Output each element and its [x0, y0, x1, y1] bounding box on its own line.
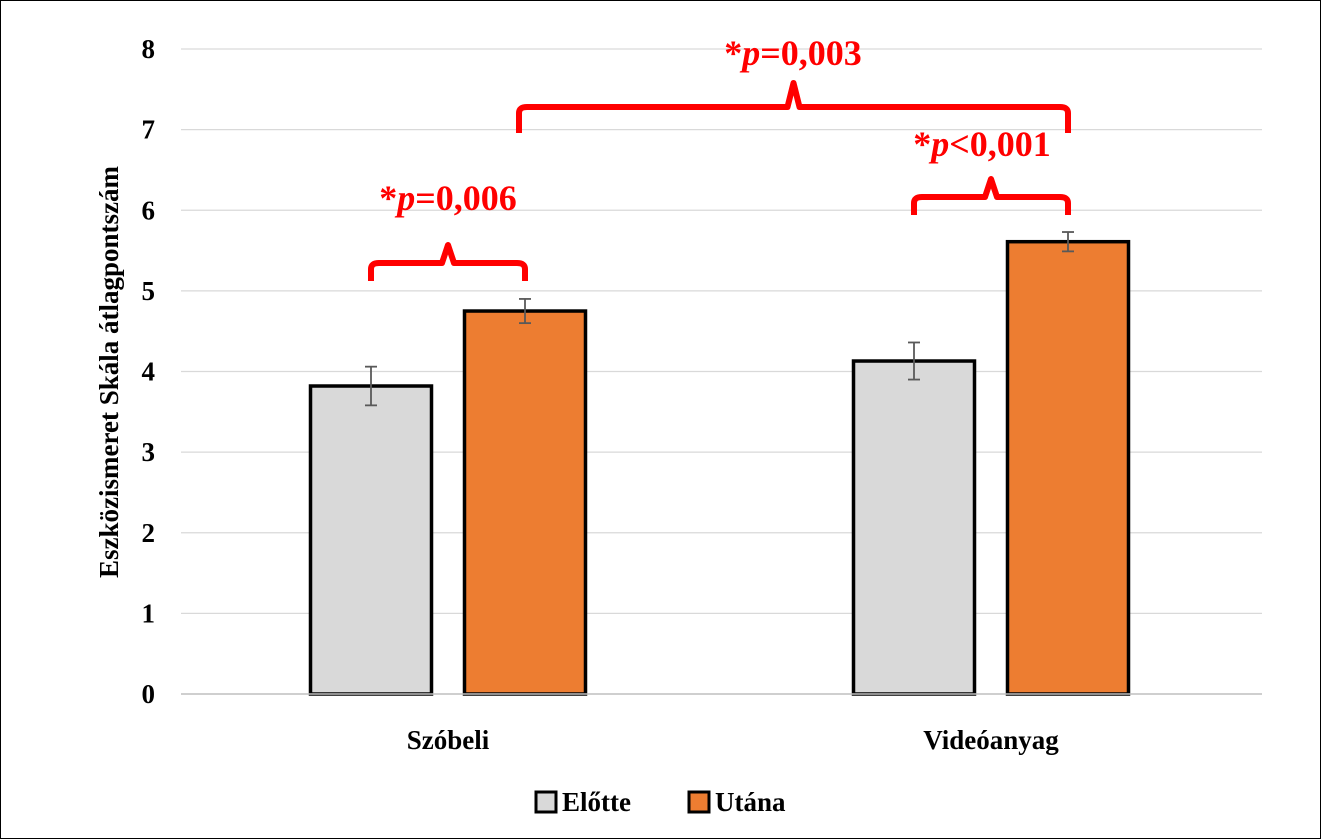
y-tick-label: 2 [142, 518, 156, 548]
y-tick-label: 3 [142, 437, 156, 467]
error-bar [1062, 231, 1074, 253]
legend-swatch [534, 790, 558, 814]
legend-label: Utána [715, 787, 786, 817]
significance-bracket [911, 176, 1071, 215]
x-axis-categories: Szóbeli Videóanyag [407, 725, 1060, 755]
p-value-label: *p<0,001 [913, 124, 1051, 164]
y-tick-label: 1 [142, 598, 156, 628]
x-category-label: Videóanyag [923, 725, 1059, 755]
error-bar [908, 341, 920, 381]
significance-bracket [516, 80, 1071, 133]
y-tick-label: 7 [142, 115, 156, 145]
legend-item: Utána [687, 787, 786, 817]
legend: Előtte Utána [534, 787, 786, 817]
legend-label: Előtte [562, 787, 631, 817]
y-tick-label: 0 [142, 679, 156, 709]
bars [308, 239, 1131, 696]
y-tick-label: 5 [142, 276, 156, 306]
p-value-label: *p=0,003 [724, 33, 862, 73]
error-bar [365, 365, 377, 407]
p-value-label: *p=0,006 [379, 178, 517, 218]
y-tick-label: 6 [142, 195, 156, 225]
y-tick-label: 8 [142, 34, 156, 64]
legend-swatch [687, 790, 711, 814]
x-category-label: Szóbeli [407, 725, 490, 755]
bar [462, 309, 588, 696]
error-bar [519, 298, 531, 325]
y-tick-label: 4 [142, 357, 156, 387]
bar [1005, 239, 1131, 696]
y-axis-label: Eszközismeret Skála átlagpontszám [94, 166, 124, 578]
significance-bracket [368, 242, 528, 281]
legend-item: Előtte [534, 787, 631, 817]
y-axis-ticks: 0 1 2 3 4 5 6 7 8 [142, 34, 156, 709]
significance-annotations: *p=0,006 *p<0,001 *p=0,003 [368, 33, 1071, 281]
bar [851, 359, 977, 696]
error-bars [365, 231, 1074, 407]
bar [308, 384, 434, 696]
